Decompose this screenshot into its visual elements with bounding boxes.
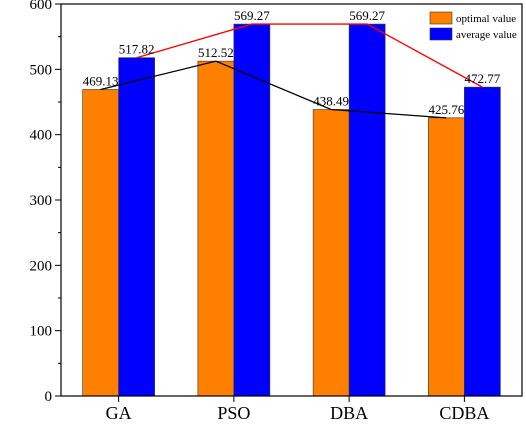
legend-swatch [429, 11, 453, 25]
bar-pso-average-value [233, 23, 271, 397]
data-label: 472.77 [465, 71, 501, 86]
data-label: 517.82 [119, 42, 155, 57]
bar-cdba-average-value [464, 86, 501, 397]
y-tick-label: 100 [30, 324, 53, 340]
trend-lines-layer [100, 23, 483, 119]
bars-layer [82, 23, 501, 397]
legend-label: average value [456, 29, 517, 41]
y-tick-label: 200 [30, 258, 53, 274]
bar-dba-average-value [348, 23, 386, 397]
x-tick-label: PSO [217, 403, 250, 423]
data-label: 438.49 [313, 94, 349, 109]
bar-cdba-optimal-value [428, 117, 465, 397]
legend: optimal value average value [429, 11, 517, 41]
optimal-value-trend-line [100, 60, 447, 119]
data-label: 512.52 [198, 45, 234, 60]
bar-dba-optimal-value [312, 109, 350, 397]
y-tick-label: 600 [30, 0, 53, 13]
bar-pso-optimal-value [197, 60, 235, 397]
legend-swatch [429, 27, 453, 41]
average-value-trend-line [136, 23, 483, 88]
data-label: 569.27 [349, 8, 385, 23]
x-tick-label: GA [106, 403, 132, 423]
data-label: 425.76 [429, 102, 465, 117]
x-tick-label: DBA [330, 403, 368, 423]
axes-layer: 0 100 200 300 400 500 600 GA PSO DBA CDBA [30, 0, 523, 423]
data-label: 469.13 [83, 74, 119, 89]
y-tick-label: 400 [30, 128, 53, 144]
x-tick-label: CDBA [439, 403, 489, 423]
y-tick-label: 0 [45, 389, 53, 405]
legend-label: optimal value [456, 13, 516, 25]
bar-ga-average-value [118, 57, 155, 397]
data-labels-layer: 469.13 512.52 438.49 425.76 517.82 569.27 569.… [83, 8, 501, 117]
y-tick-label: 500 [30, 62, 53, 78]
bar-ga-optimal-value [82, 89, 119, 397]
data-label: 569.27 [234, 8, 270, 23]
y-tick-label: 300 [30, 193, 53, 209]
